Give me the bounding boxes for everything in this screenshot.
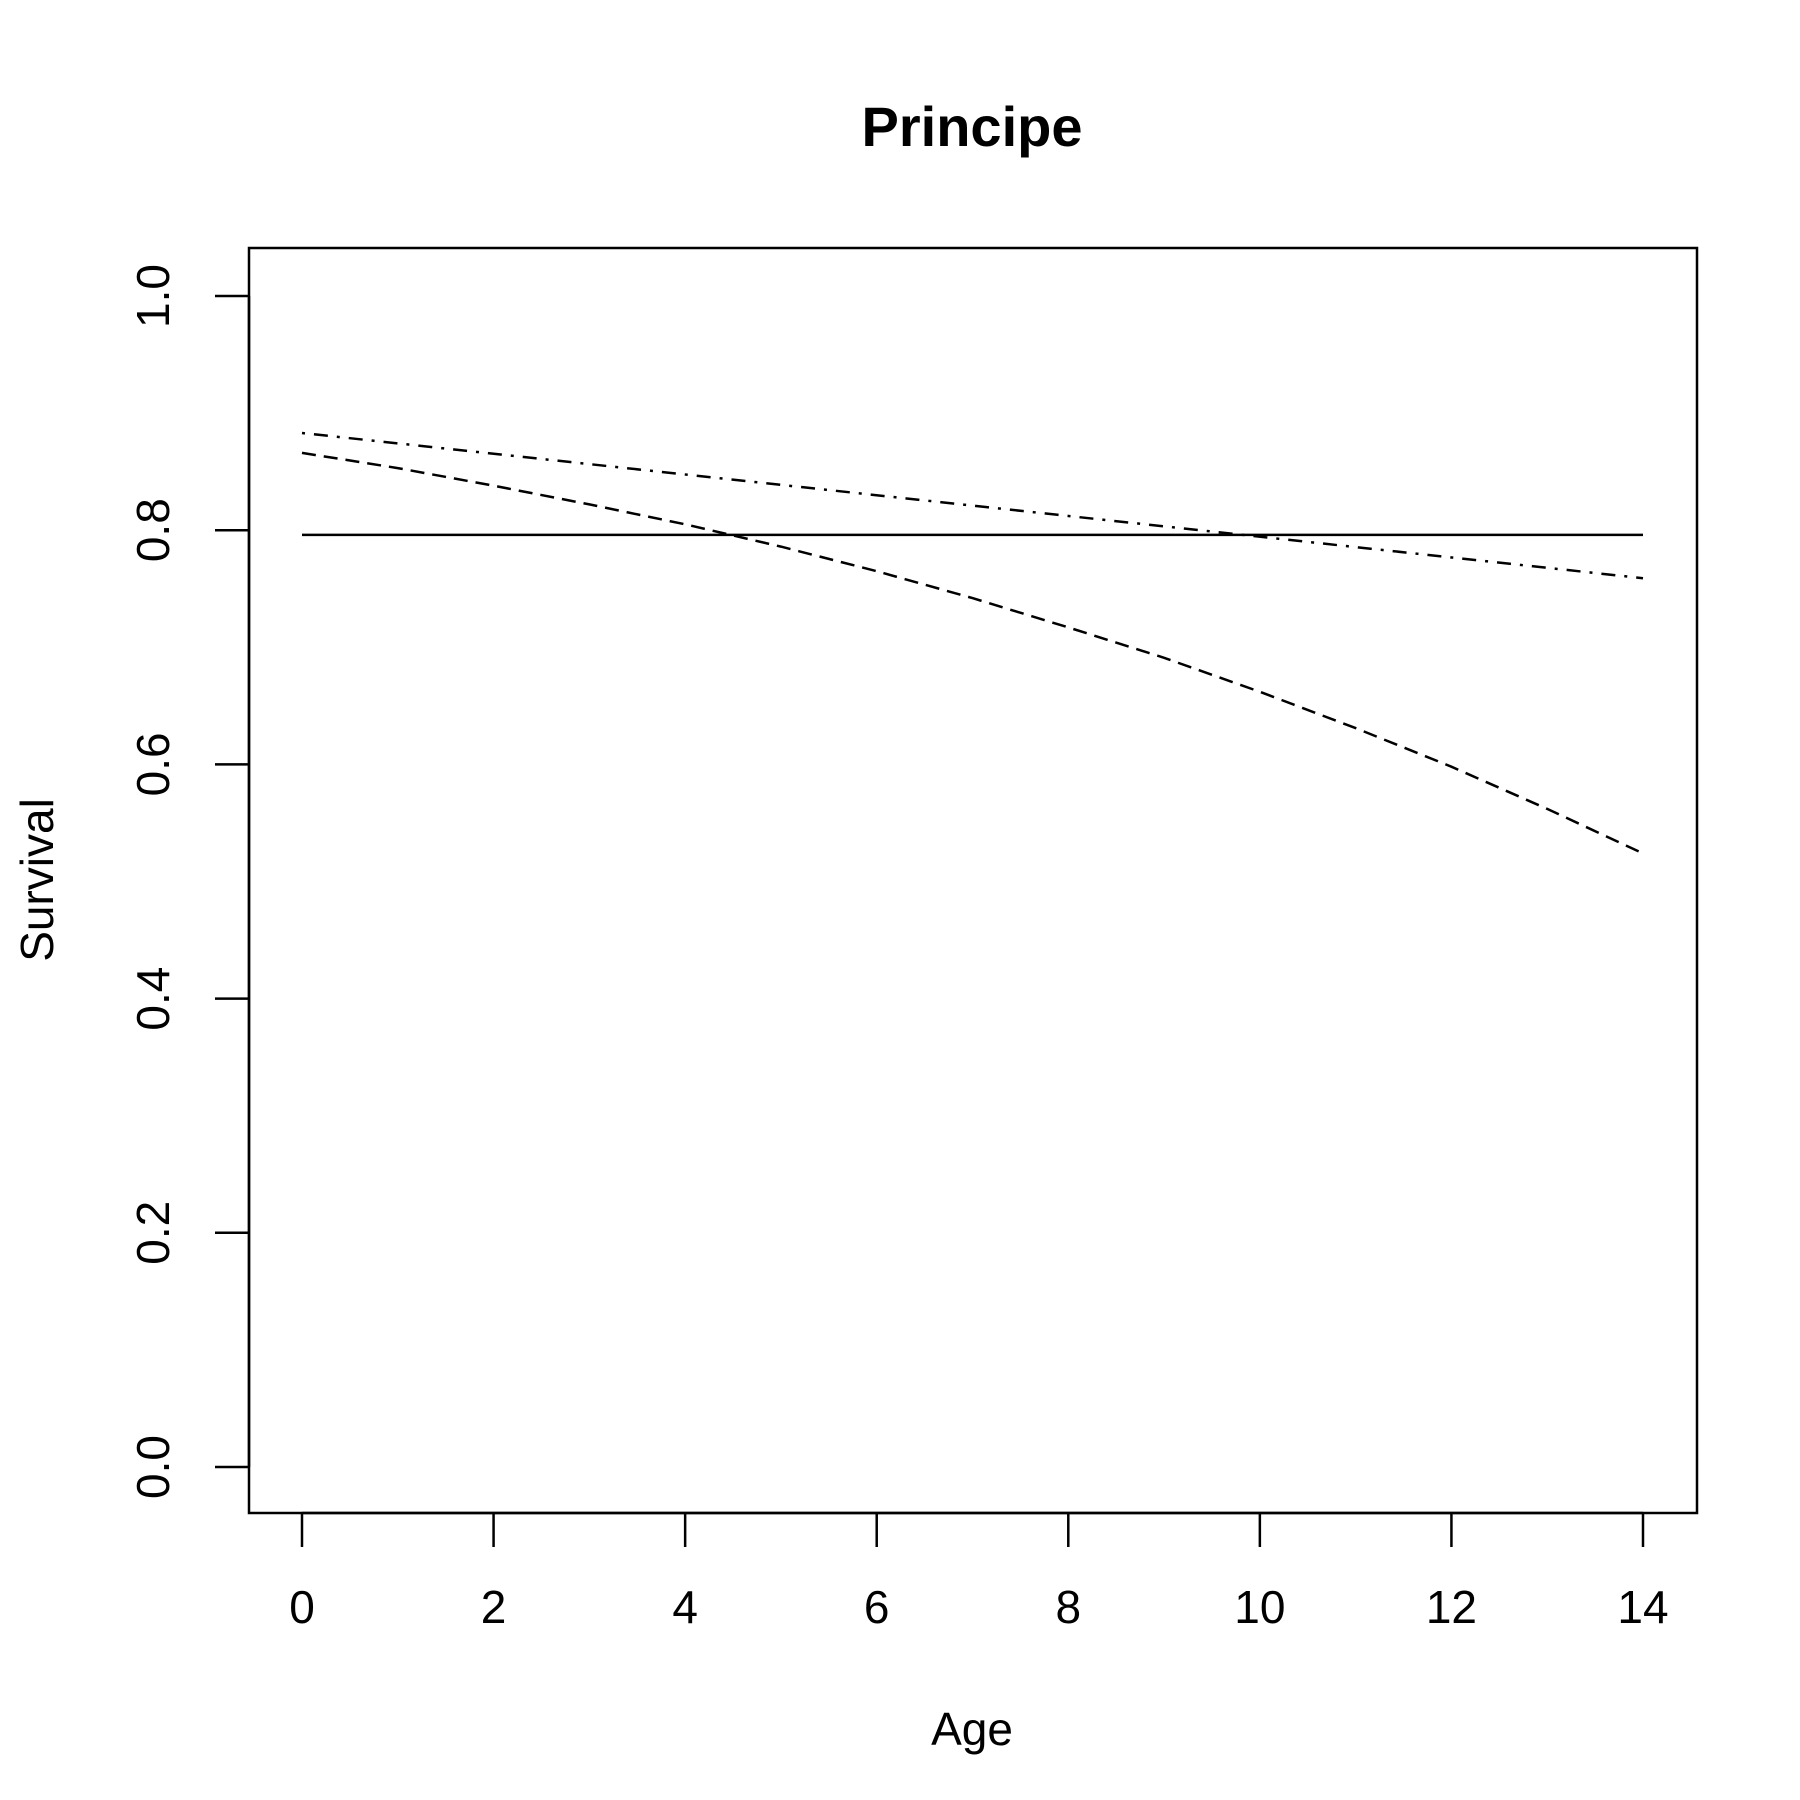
y-tick-label: 1.0 bbox=[127, 264, 179, 328]
x-tick-label: 10 bbox=[1234, 1581, 1285, 1633]
y-axis: 0.0 0.2 0.4 0.6 0.8 1.0 bbox=[127, 264, 251, 1499]
y-tick-label: 0.6 bbox=[127, 732, 179, 796]
series-layer bbox=[301, 431, 1644, 855]
x-tick-label: 0 bbox=[289, 1581, 315, 1633]
x-tick-label: 2 bbox=[481, 1581, 507, 1633]
plot-area-frame bbox=[247, 246, 1699, 1515]
x-axis: 0 2 4 6 8 10 12 14 bbox=[289, 1511, 1669, 1633]
y-tick-label: 0.0 bbox=[127, 1435, 179, 1499]
x-axis-label: Age bbox=[931, 1703, 1013, 1755]
y-tick-label: 0.2 bbox=[127, 1201, 179, 1265]
x-tick-label: 14 bbox=[1617, 1581, 1668, 1633]
x-tick-label: 4 bbox=[672, 1581, 698, 1633]
series-line-dashed bbox=[301, 451, 1644, 855]
x-tick-label: 12 bbox=[1426, 1581, 1477, 1633]
series-line-dotdash bbox=[301, 431, 1644, 580]
x-tick-label: 6 bbox=[864, 1581, 890, 1633]
x-tick-label: 8 bbox=[1055, 1581, 1081, 1633]
y-tick-label: 0.8 bbox=[127, 498, 179, 562]
y-tick-label: 0.4 bbox=[127, 967, 179, 1031]
chart-title: Principe bbox=[862, 95, 1083, 158]
y-axis-label: Survival bbox=[11, 798, 63, 962]
